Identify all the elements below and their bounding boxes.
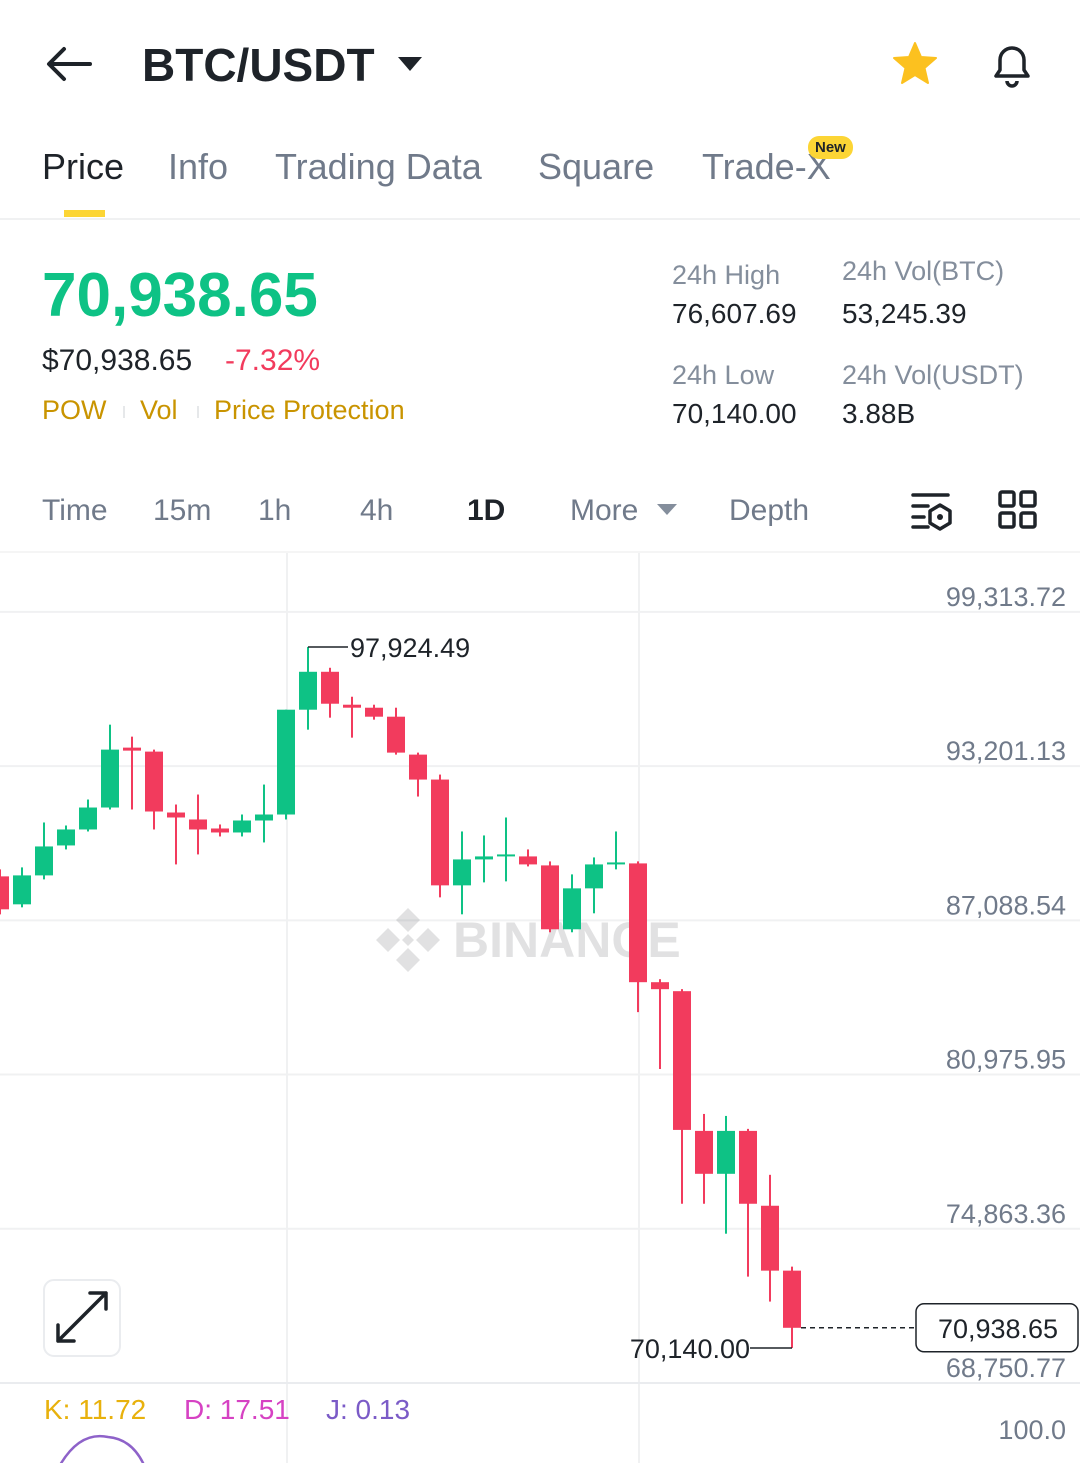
interval[interactable]: 1h (258, 494, 292, 527)
pair-title[interactable]: BTC/USDT (142, 39, 375, 91)
candle-body (783, 1270, 801, 1328)
tab[interactable]: Trading Data (275, 146, 482, 187)
stat-label: 24h Vol(USDT) (842, 360, 1024, 390)
more-caret[interactable] (656, 502, 678, 518)
tag-separator (197, 406, 199, 418)
stat-value: 70,140.00 (672, 398, 797, 429)
tag[interactable]: Vol (140, 395, 178, 425)
candle-body (277, 709, 295, 815)
interval[interactable]: Depth (729, 494, 810, 527)
candle-body (431, 779, 449, 886)
candle-body (629, 863, 647, 983)
candle-body (409, 754, 427, 780)
high-label: 97,924.49 (350, 633, 470, 663)
last-price-tag (915, 1303, 1079, 1353)
last-price: 70,938.65 (42, 261, 318, 330)
tag[interactable]: POW (42, 395, 107, 425)
fiat-price: $70,938.65 (42, 344, 193, 377)
stat-label: 24h Vol(BTC) (842, 256, 1005, 286)
back-arrow[interactable] (44, 44, 94, 84)
candle-body (233, 820, 251, 833)
tab[interactable]: Square (538, 146, 655, 187)
expand-icon (56, 1291, 108, 1343)
interval[interactable]: 4h (360, 494, 394, 527)
candle-body (453, 859, 471, 886)
kdj-d: D: 17.51 (184, 1394, 290, 1425)
stat-label: 24h High (672, 260, 781, 290)
candle-body (101, 749, 119, 808)
active-tab-indicator (64, 210, 105, 217)
candle-body (343, 704, 361, 708)
candle-body (0, 876, 9, 910)
stat-value: 3.88B (842, 398, 916, 429)
candle-body (13, 875, 31, 905)
candle-body (563, 888, 581, 930)
favorite-star[interactable] (890, 40, 940, 88)
tag[interactable]: Price Protection (214, 395, 405, 425)
tag-separator (123, 406, 125, 418)
candlestick-chart: BINANCE K: 11.72 D: 17.51 J: 0.13 100.0 … (0, 553, 1080, 1463)
stat-value: 53,245.39 (842, 298, 967, 329)
candle-body (761, 1205, 779, 1271)
kdj-j: J: 0.13 (326, 1394, 410, 1425)
candle-body (541, 865, 559, 930)
y-tick-label: 93,201.13 (946, 736, 1066, 766)
candle-body (79, 807, 97, 830)
divider (0, 218, 1080, 220)
candle-body (35, 846, 53, 876)
candle-body (585, 864, 603, 889)
tab[interactable]: Info (168, 146, 229, 187)
price-change: -7.32% (225, 344, 321, 377)
stat-label: 24h Low (672, 360, 775, 390)
layout-icon[interactable] (998, 490, 1038, 530)
candle-body (167, 812, 185, 818)
candle-body (519, 856, 537, 865)
low-label: 70,140.00 (630, 1334, 750, 1364)
y-tick-label: 68,750.77 (946, 1353, 1066, 1383)
candle-body (651, 982, 669, 990)
pair-caret[interactable] (396, 54, 424, 74)
indicator-settings-icon[interactable] (910, 490, 954, 532)
candle-body (607, 862, 625, 865)
candle-body (365, 707, 383, 717)
candle-body (695, 1130, 713, 1174)
y-tick-label: 80,975.95 (946, 1045, 1066, 1075)
last-price-label: 70,938.65 (938, 1314, 1058, 1344)
candle-body (211, 828, 229, 833)
candle-body (739, 1130, 757, 1204)
alert-bell[interactable] (986, 38, 1038, 90)
candle-body (255, 814, 273, 821)
y-tick-label: 99,313.72 (946, 582, 1066, 612)
candle-body (673, 991, 691, 1130)
interval[interactable]: 15m (153, 494, 212, 527)
candle-body (145, 751, 163, 812)
candle-body (387, 716, 405, 753)
candle-body (717, 1130, 735, 1174)
candle-body (475, 856, 493, 860)
candle-body (189, 819, 207, 830)
candle-body (497, 854, 515, 857)
interval[interactable]: 1D (467, 494, 506, 527)
candle-body (123, 747, 141, 751)
candle-body (57, 829, 75, 846)
tab[interactable]: Price (42, 146, 125, 187)
interval[interactable]: Time (42, 494, 108, 527)
y-tick-label: 74,863.36 (946, 1199, 1066, 1229)
kdj-k: K: 11.72 (44, 1394, 146, 1425)
kdj-line (59, 1434, 145, 1463)
candle-body (299, 671, 317, 710)
new-badge: New (808, 136, 853, 159)
candle-body (321, 671, 339, 704)
divider (0, 551, 1080, 553)
kdj-axis-label: 100.0 (998, 1415, 1066, 1445)
stat-value: 76,607.69 (672, 298, 797, 329)
interval[interactable]: More (570, 494, 639, 527)
y-tick-label: 87,088.54 (946, 890, 1066, 920)
